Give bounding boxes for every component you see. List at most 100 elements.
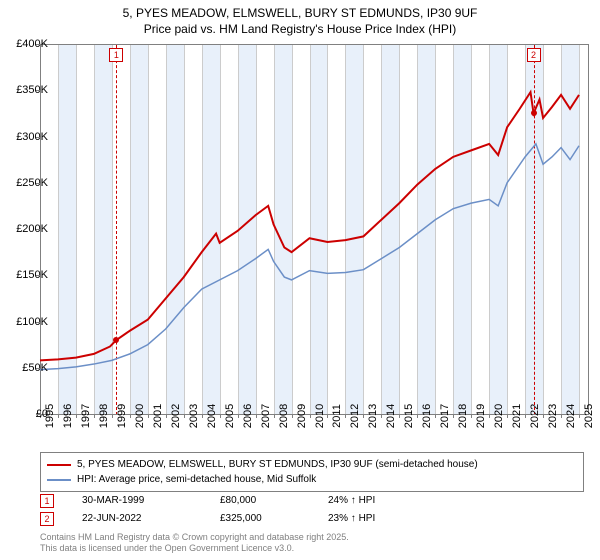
attribution-line1: Contains HM Land Registry data © Crown c… xyxy=(40,532,349,543)
x-tick-label: 2014 xyxy=(385,404,397,428)
x-tick xyxy=(148,414,149,418)
x-tick-label: 2024 xyxy=(565,404,577,428)
x-tick-label: 2017 xyxy=(439,404,451,428)
x-tick-label: 2007 xyxy=(260,404,272,428)
attribution: Contains HM Land Registry data © Crown c… xyxy=(40,532,349,554)
series-line xyxy=(40,92,579,360)
x-tick xyxy=(238,414,239,418)
x-tick xyxy=(489,414,490,418)
y-tick-label: £300K xyxy=(16,131,48,143)
x-tick-label: 2004 xyxy=(206,404,218,428)
x-tick xyxy=(112,414,113,418)
x-tick xyxy=(166,414,167,418)
x-tick xyxy=(184,414,185,418)
y-tick xyxy=(36,275,40,276)
y-tick-label: £250K xyxy=(16,177,48,189)
x-tick xyxy=(471,414,472,418)
x-tick-label: 2023 xyxy=(547,404,559,428)
x-tick xyxy=(256,414,257,418)
y-tick xyxy=(36,322,40,323)
sale-row-marker: 2 xyxy=(40,512,54,526)
x-tick-label: 2002 xyxy=(170,404,182,428)
legend-item: 5, PYES MEADOW, ELMSWELL, BURY ST EDMUND… xyxy=(47,457,577,472)
x-tick-label: 2010 xyxy=(314,404,326,428)
x-tick-label: 2015 xyxy=(403,404,415,428)
x-tick-label: 2006 xyxy=(242,404,254,428)
price-chart: 5, PYES MEADOW, ELMSWELL, BURY ST EDMUND… xyxy=(0,0,600,560)
y-tick-label: £100K xyxy=(16,316,48,328)
x-tick-label: 2000 xyxy=(134,404,146,428)
x-tick-label: 2001 xyxy=(152,404,164,428)
y-tick-label: £150K xyxy=(16,269,48,281)
sale-row: 1 30-MAR-1999 £80,000 24% ↑ HPI xyxy=(40,492,584,510)
x-tick xyxy=(381,414,382,418)
x-tick-label: 1999 xyxy=(116,404,128,428)
x-tick xyxy=(507,414,508,418)
y-tick-label: £400K xyxy=(16,38,48,50)
x-tick xyxy=(292,414,293,418)
x-tick-label: 2008 xyxy=(278,404,290,428)
sale-point xyxy=(113,337,119,343)
x-tick-label: 1998 xyxy=(98,404,110,428)
x-tick xyxy=(202,414,203,418)
sale-marker-box: 1 xyxy=(109,48,123,62)
x-tick-label: 2013 xyxy=(367,404,379,428)
sale-diff: 24% ↑ HPI xyxy=(328,492,428,510)
x-tick xyxy=(453,414,454,418)
x-tick xyxy=(274,414,275,418)
x-tick-label: 2016 xyxy=(421,404,433,428)
sale-diff: 23% ↑ HPI xyxy=(328,510,428,528)
x-tick-label: 2003 xyxy=(188,404,200,428)
x-tick-label: 2019 xyxy=(475,404,487,428)
y-tick-label: £200K xyxy=(16,223,48,235)
x-tick xyxy=(435,414,436,418)
sale-price: £80,000 xyxy=(220,492,300,510)
y-tick xyxy=(36,44,40,45)
legend: 5, PYES MEADOW, ELMSWELL, BURY ST EDMUND… xyxy=(40,452,584,492)
y-tick xyxy=(36,183,40,184)
y-tick xyxy=(36,90,40,91)
x-tick xyxy=(220,414,221,418)
attribution-line2: This data is licensed under the Open Gov… xyxy=(40,543,349,554)
x-tick-label: 1996 xyxy=(62,404,74,428)
x-tick-label: 2022 xyxy=(529,404,541,428)
y-tick xyxy=(36,229,40,230)
legend-label: HPI: Average price, semi-detached house,… xyxy=(77,472,316,487)
y-tick xyxy=(36,368,40,369)
x-tick xyxy=(399,414,400,418)
legend-swatch xyxy=(47,479,71,481)
sale-row-marker: 1 xyxy=(40,494,54,508)
x-tick-label: 2025 xyxy=(583,404,595,428)
x-tick xyxy=(58,414,59,418)
sale-date: 30-MAR-1999 xyxy=(82,492,192,510)
sale-marker-box: 2 xyxy=(527,48,541,62)
chart-title: 5, PYES MEADOW, ELMSWELL, BURY ST EDMUND… xyxy=(0,0,600,37)
title-address: 5, PYES MEADOW, ELMSWELL, BURY ST EDMUND… xyxy=(0,6,600,22)
y-tick xyxy=(36,414,40,415)
sale-date: 22-JUN-2022 xyxy=(82,510,192,528)
y-tick-label: £350K xyxy=(16,84,48,96)
x-tick-label: 1997 xyxy=(80,404,92,428)
x-tick xyxy=(561,414,562,418)
x-tick-label: 2011 xyxy=(331,404,343,428)
chart-lines xyxy=(40,44,588,414)
sales-table: 1 30-MAR-1999 £80,000 24% ↑ HPI 2 22-JUN-2022… xyxy=(40,492,584,528)
x-tick xyxy=(130,414,131,418)
x-tick xyxy=(76,414,77,418)
x-tick-label: 2005 xyxy=(224,404,236,428)
sale-row: 2 22-JUN-2022 £325,000 23% ↑ HPI xyxy=(40,510,584,528)
x-tick xyxy=(327,414,328,418)
x-tick xyxy=(363,414,364,418)
x-tick-label: 2012 xyxy=(349,404,361,428)
x-tick-label: 2020 xyxy=(493,404,505,428)
x-tick xyxy=(345,414,346,418)
x-tick xyxy=(310,414,311,418)
x-tick xyxy=(543,414,544,418)
title-subtitle: Price paid vs. HM Land Registry's House … xyxy=(0,22,600,38)
legend-swatch xyxy=(47,464,71,466)
x-tick xyxy=(525,414,526,418)
sale-price: £325,000 xyxy=(220,510,300,528)
x-tick-label: 2009 xyxy=(296,404,308,428)
x-tick xyxy=(579,414,580,418)
x-tick xyxy=(94,414,95,418)
